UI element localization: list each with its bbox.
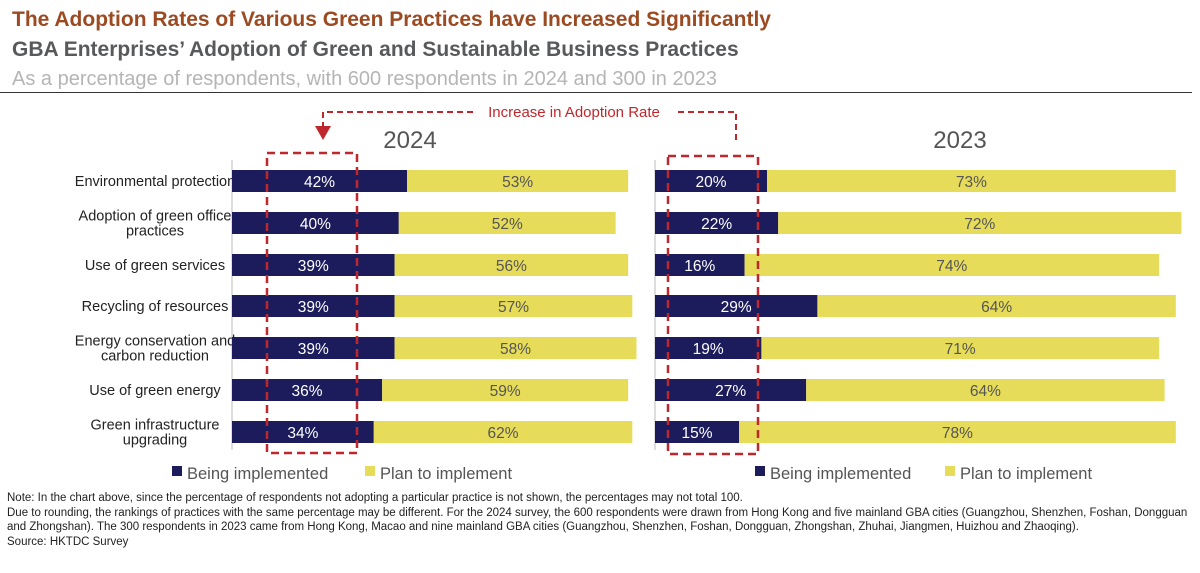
data-label: 36% <box>292 383 323 400</box>
annotation-label: Increase in Adoption Rate <box>488 104 660 121</box>
bar-plan <box>394 254 629 276</box>
notes: Note: In the chart above, since the perc… <box>7 491 1197 549</box>
bar-being <box>232 170 408 192</box>
bar-plan <box>382 379 629 401</box>
bar-plan <box>407 170 629 192</box>
legend-label: Being implemented <box>770 465 911 483</box>
data-label: 62% <box>488 425 519 442</box>
chart-area: 2024 Environmental protection 42% 53% Adopti… <box>75 104 1182 483</box>
data-label: 22% <box>701 216 732 233</box>
category-label: practices <box>126 224 184 240</box>
category-label: Use of green energy <box>89 383 221 399</box>
bar-plan <box>778 212 1182 234</box>
bar-plan <box>394 337 637 359</box>
bar-being <box>655 295 818 317</box>
data-label: 39% <box>298 299 329 316</box>
data-label: 73% <box>956 174 987 191</box>
legend-swatch <box>755 466 765 476</box>
legend-label: Plan to implement <box>960 465 1092 483</box>
bar-plan <box>398 212 616 234</box>
note-2: Due to rounding, the rankings of practic… <box>7 506 1188 534</box>
chart-subtitle: As a percentage of respondents, with 600… <box>12 68 717 90</box>
panel-title: 2024 <box>383 127 436 154</box>
bar-being <box>232 379 383 401</box>
bar-plan <box>761 337 1159 359</box>
bar-being <box>232 295 395 317</box>
legend-swatch <box>172 466 182 476</box>
bar-being <box>232 212 399 234</box>
category-label: Use of green services <box>85 258 225 274</box>
chart-title: GBA Enterprises’ Adoption of Green and S… <box>12 38 739 61</box>
data-label: 20% <box>695 174 726 191</box>
annotation-line <box>322 111 473 128</box>
data-label: 39% <box>298 258 329 275</box>
data-label: 34% <box>287 425 318 442</box>
data-label: 39% <box>298 341 329 358</box>
legend-label: Plan to implement <box>380 465 512 483</box>
data-label: 72% <box>964 216 995 233</box>
data-label: 15% <box>681 425 712 442</box>
data-label: 59% <box>490 383 521 400</box>
bar-plan <box>739 421 1176 443</box>
note-1: Note: In the chart above, since the perc… <box>7 492 743 504</box>
data-label: 58% <box>500 341 531 358</box>
arrow-head-icon <box>315 126 331 140</box>
bar-plan <box>373 421 633 443</box>
bar-plan <box>806 379 1165 401</box>
category-label: Green infrastructure <box>91 418 220 434</box>
bar-being <box>655 212 779 234</box>
highlight-box-2024 <box>265 151 359 455</box>
category-label: Adoption of green office <box>79 209 232 225</box>
category-label: Energy conservation and <box>75 334 235 350</box>
bar-being <box>232 254 395 276</box>
data-label: 27% <box>715 383 746 400</box>
category-label: carbon reduction <box>101 349 209 365</box>
data-label: 56% <box>496 258 527 275</box>
category-label: Environmental protection <box>75 174 235 190</box>
panel-title: 2023 <box>933 127 986 154</box>
data-label: 74% <box>936 258 967 275</box>
bar-being <box>655 170 767 192</box>
legend-swatch <box>945 466 955 476</box>
data-label: 42% <box>304 174 335 191</box>
bar-plan <box>767 170 1176 192</box>
data-label: 57% <box>498 299 529 316</box>
data-label: 71% <box>945 341 976 358</box>
data-label: 40% <box>300 216 331 233</box>
annotation-line <box>675 111 737 140</box>
note-source: Source: HKTDC Survey <box>7 535 129 548</box>
bar-being <box>655 421 739 443</box>
category-label: upgrading <box>123 433 188 449</box>
bar-plan <box>817 295 1176 317</box>
bar-plan <box>744 254 1159 276</box>
data-label: 52% <box>492 216 523 233</box>
bar-being <box>655 254 745 276</box>
legend-swatch <box>365 466 375 476</box>
data-label: 29% <box>721 299 752 316</box>
headline: The Adoption Rates of Various Green Prac… <box>12 8 771 31</box>
data-label: 64% <box>970 383 1001 400</box>
bar-plan <box>394 295 633 317</box>
data-label: 19% <box>693 341 724 358</box>
data-label: 78% <box>942 425 973 442</box>
category-label: Recycling of resources <box>82 299 229 315</box>
data-label: 16% <box>684 258 715 275</box>
bar-being <box>655 337 762 359</box>
bar-being <box>655 379 807 401</box>
data-label: 64% <box>981 299 1012 316</box>
bar-being <box>232 337 395 359</box>
divider <box>0 92 1192 93</box>
highlight-box-2023 <box>666 154 760 456</box>
legend-label: Being implemented <box>187 465 328 483</box>
data-label: 53% <box>502 174 533 191</box>
